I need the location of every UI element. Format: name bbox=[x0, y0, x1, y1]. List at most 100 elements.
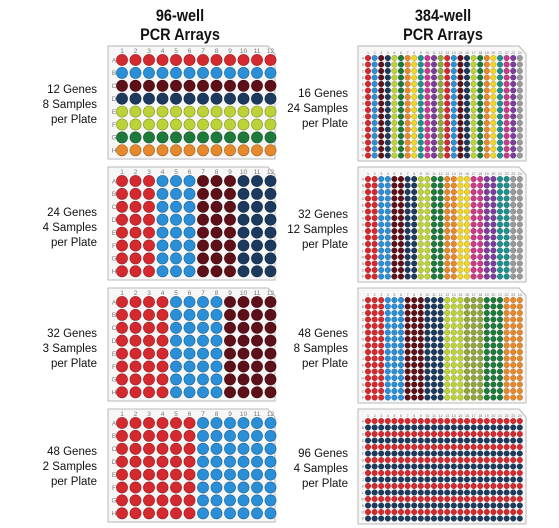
well bbox=[490, 221, 497, 228]
well bbox=[398, 387, 405, 394]
well bbox=[251, 386, 263, 399]
row-letter: M bbox=[362, 134, 365, 138]
well bbox=[450, 195, 457, 202]
well bbox=[384, 247, 391, 254]
well bbox=[457, 437, 464, 444]
well bbox=[156, 296, 169, 308]
well bbox=[437, 189, 444, 196]
well bbox=[384, 489, 391, 496]
well bbox=[437, 195, 444, 202]
well bbox=[156, 175, 169, 187]
well bbox=[490, 349, 497, 356]
well bbox=[170, 92, 182, 105]
well bbox=[510, 202, 517, 209]
well bbox=[457, 208, 464, 215]
well bbox=[424, 463, 431, 470]
well bbox=[224, 252, 236, 265]
well bbox=[371, 476, 378, 483]
well bbox=[364, 463, 371, 470]
well bbox=[496, 431, 503, 438]
well bbox=[457, 495, 464, 502]
well bbox=[398, 463, 405, 470]
column-number: 9 bbox=[420, 51, 422, 55]
well bbox=[210, 200, 223, 213]
well bbox=[444, 296, 451, 303]
well bbox=[417, 437, 424, 444]
well bbox=[516, 126, 523, 133]
well bbox=[457, 266, 464, 273]
well bbox=[424, 417, 431, 424]
well bbox=[496, 374, 503, 381]
row-letter: G bbox=[111, 256, 116, 263]
well bbox=[457, 476, 464, 483]
well bbox=[450, 208, 457, 215]
well bbox=[457, 240, 464, 247]
well bbox=[457, 336, 464, 343]
well bbox=[404, 457, 411, 464]
well bbox=[477, 266, 484, 273]
well bbox=[417, 482, 424, 489]
well bbox=[237, 455, 250, 468]
well bbox=[170, 144, 182, 157]
well bbox=[463, 387, 470, 394]
well bbox=[417, 100, 424, 107]
well bbox=[391, 247, 398, 254]
well bbox=[477, 457, 484, 464]
well bbox=[404, 195, 411, 202]
well bbox=[378, 303, 385, 310]
row-letter: A bbox=[362, 298, 365, 302]
well bbox=[430, 221, 437, 228]
well bbox=[391, 424, 398, 431]
well bbox=[371, 100, 378, 107]
well bbox=[496, 119, 503, 126]
well bbox=[457, 152, 464, 159]
well bbox=[364, 336, 371, 343]
well bbox=[404, 132, 411, 139]
well bbox=[264, 131, 277, 144]
well bbox=[470, 126, 477, 133]
well bbox=[470, 336, 477, 343]
well bbox=[170, 200, 182, 213]
well bbox=[516, 152, 523, 159]
well bbox=[503, 215, 510, 222]
row-letter: D bbox=[362, 318, 365, 322]
well bbox=[470, 482, 477, 489]
well bbox=[477, 508, 484, 515]
well bbox=[224, 468, 236, 481]
well bbox=[470, 355, 477, 362]
well bbox=[398, 253, 405, 260]
well bbox=[470, 247, 477, 254]
row-letter: A bbox=[362, 419, 365, 423]
well bbox=[384, 175, 391, 182]
well bbox=[516, 240, 523, 247]
column-number: 23 bbox=[511, 51, 515, 55]
row-letter: F bbox=[112, 243, 116, 250]
well bbox=[237, 429, 250, 442]
well bbox=[411, 476, 418, 483]
well bbox=[156, 144, 169, 157]
well bbox=[437, 132, 444, 139]
well bbox=[237, 265, 250, 278]
well bbox=[156, 105, 169, 118]
well bbox=[510, 323, 517, 330]
well bbox=[450, 323, 457, 330]
well bbox=[224, 175, 236, 187]
well bbox=[424, 119, 431, 126]
well bbox=[143, 66, 155, 79]
well bbox=[398, 515, 405, 522]
well bbox=[430, 260, 437, 267]
well bbox=[424, 208, 431, 215]
row-letter: H bbox=[112, 269, 117, 276]
well bbox=[450, 394, 457, 401]
well bbox=[384, 463, 391, 470]
column-number: 3 bbox=[147, 411, 151, 418]
well bbox=[463, 515, 470, 522]
well bbox=[450, 61, 457, 68]
well bbox=[477, 208, 484, 215]
well bbox=[516, 374, 523, 381]
well bbox=[503, 132, 510, 139]
well bbox=[364, 387, 371, 394]
well bbox=[516, 253, 523, 260]
well bbox=[483, 100, 490, 107]
well bbox=[251, 373, 263, 386]
